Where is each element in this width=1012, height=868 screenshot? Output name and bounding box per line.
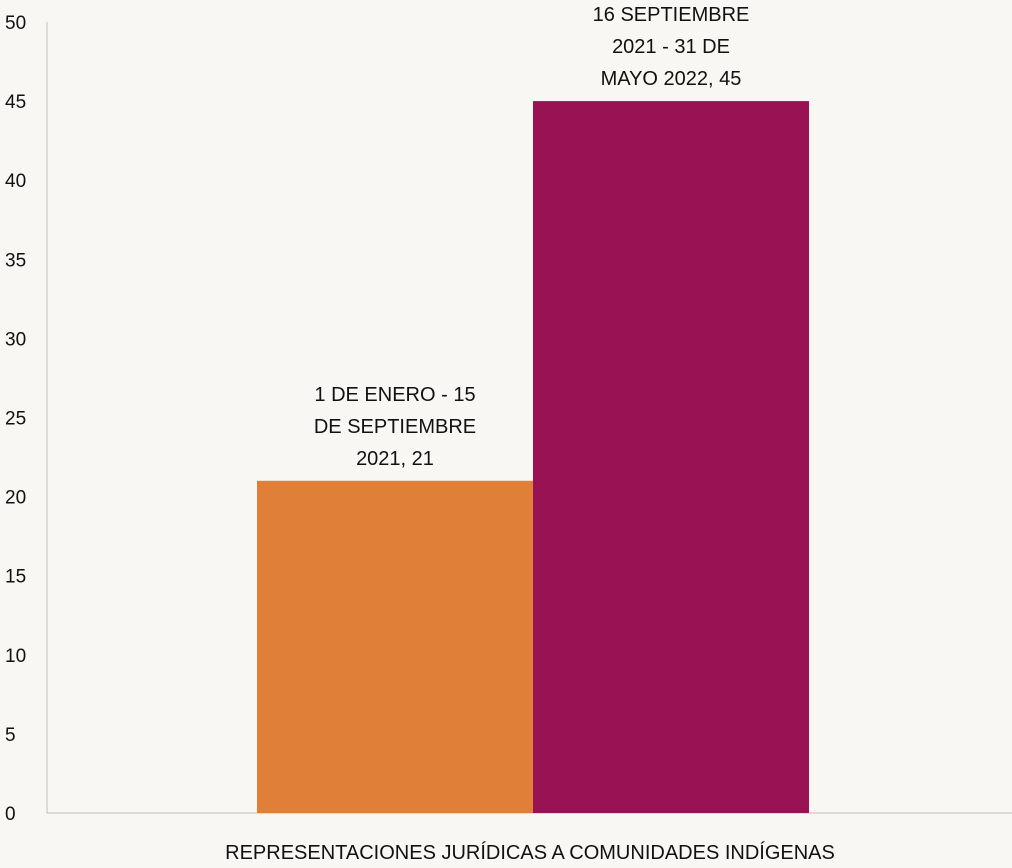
y-tick-label: 5 [5, 725, 16, 746]
bar [257, 480, 533, 813]
y-tick-label: 0 [5, 804, 16, 825]
y-tick-label: 40 [5, 171, 26, 192]
y-tick-label: 45 [5, 92, 26, 113]
data-label: 1 DE ENERO - 15 [314, 384, 475, 406]
y-tick-label: 35 [5, 250, 26, 271]
bar [533, 101, 809, 814]
y-tick-label: 20 [5, 488, 26, 509]
data-label: DE SEPTIEMBRE [314, 416, 476, 438]
data-label: 2021, 21 [356, 448, 434, 470]
y-tick-label: 15 [5, 567, 26, 588]
y-tick-label: 10 [5, 646, 26, 667]
data-labels: 1 DE ENERO - 15 DE SEPTIEMBRE 2021, 21 16 S… [314, 4, 749, 470]
data-label: 2021 - 31 DE [612, 36, 730, 58]
data-label: MAYO 2022, 45 [601, 68, 742, 90]
category-label: REPRESENTACIONES JURÍDICAS A COMUNIDADES… [225, 841, 835, 863]
y-tick-label: 30 [5, 329, 26, 350]
data-label: 16 SEPTIEMBRE [593, 4, 750, 26]
y-axis-ticks: 0 5 10 15 20 25 30 35 40 45 50 [5, 13, 26, 825]
y-tick-label: 50 [5, 13, 26, 34]
y-tick-label: 25 [5, 409, 26, 430]
bars [257, 101, 809, 814]
